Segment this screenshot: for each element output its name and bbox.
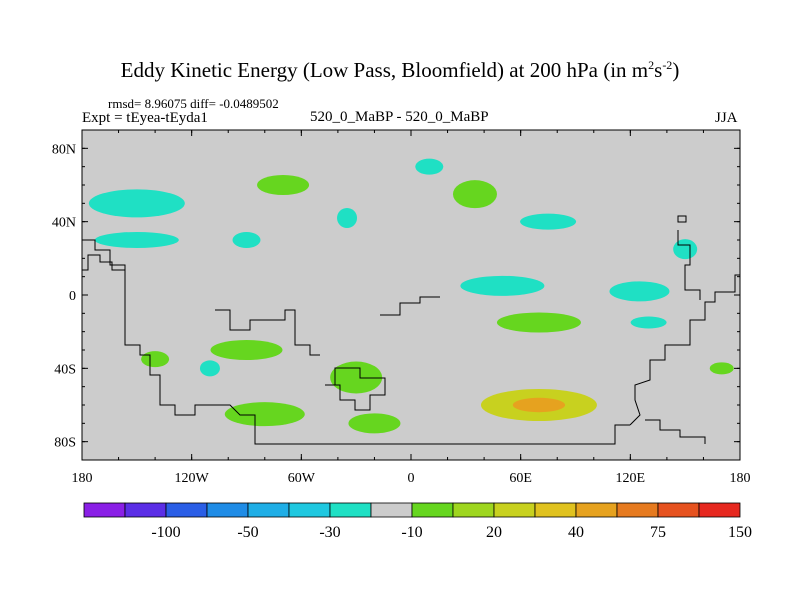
title-text: Eddy Kinetic Energy (Low Pass, Bloomfiel… bbox=[120, 58, 649, 82]
x-tick-label: 60E bbox=[509, 471, 532, 486]
coastline-africa bbox=[215, 309, 320, 356]
colorbar-swatch bbox=[206, 502, 249, 518]
colorbar-labels: -100 -50 -30 -10 20 40 75 150 bbox=[151, 524, 752, 541]
anomaly-region bbox=[415, 158, 444, 175]
colorbar-swatch bbox=[288, 502, 331, 518]
x-tick-label: 120E bbox=[616, 471, 646, 486]
chart-title: Eddy Kinetic Energy (Low Pass, Bloomfiel… bbox=[0, 58, 800, 83]
anomaly-region bbox=[630, 316, 667, 329]
anomaly-region bbox=[348, 413, 401, 434]
x-tick-label: 180 bbox=[72, 471, 93, 486]
coastline-antarctica bbox=[210, 404, 630, 445]
anomaly-region bbox=[496, 312, 581, 333]
colorbar-swatch bbox=[124, 502, 167, 518]
anomaly-region bbox=[673, 239, 698, 260]
coastline-madagascar bbox=[325, 367, 386, 411]
anomaly-region bbox=[460, 275, 545, 296]
colorbar-swatch bbox=[698, 502, 741, 518]
x-tick-label: 0 bbox=[408, 471, 415, 486]
anomaly-region bbox=[199, 360, 220, 377]
colorbar-label: 20 bbox=[486, 524, 502, 541]
colorbar-label: 75 bbox=[650, 524, 666, 541]
anomaly-region bbox=[609, 281, 670, 302]
anomaly-region bbox=[210, 340, 283, 360]
anomaly-region bbox=[520, 213, 577, 230]
colorbar-swatch bbox=[247, 502, 290, 518]
title-exponent-1: 2 bbox=[648, 58, 655, 72]
colorbar-swatch bbox=[329, 502, 372, 518]
y-tick-label: 40S bbox=[54, 362, 76, 377]
coastline-australia bbox=[629, 274, 740, 426]
colorbar-swatch bbox=[616, 502, 659, 518]
colorbar-swatch bbox=[165, 502, 208, 518]
anomaly-region bbox=[330, 361, 383, 394]
y-tick-labels: 80N 40N 0 40S 80S bbox=[52, 142, 76, 450]
coastline-south-america bbox=[82, 239, 210, 416]
x-tick-labels: 180 120W 60W 0 60E 120E 180 bbox=[72, 471, 751, 486]
coastlines bbox=[82, 215, 740, 445]
stats-text: rmsd= 8.96075 diff= -0.0489502 bbox=[108, 96, 279, 111]
coastline-north-america bbox=[82, 254, 125, 271]
x-tick-label: 60W bbox=[288, 471, 316, 486]
colorbar-label: -50 bbox=[237, 524, 258, 541]
anomaly-region bbox=[232, 232, 261, 248]
colorbar-swatch bbox=[452, 502, 495, 518]
map-layer: 180 120W 60W 0 60E 120E 180 80N 40N 0 40S 80S bbox=[52, 129, 751, 486]
colorbar-swatch bbox=[370, 502, 413, 518]
colorbar-swatch bbox=[83, 502, 126, 518]
colorbar-label: 40 bbox=[568, 524, 584, 541]
coastline-arabia bbox=[380, 296, 440, 316]
colorbar-swatch bbox=[657, 502, 700, 518]
title-close: ) bbox=[672, 58, 680, 82]
x-tick-label: 120W bbox=[175, 471, 210, 486]
anomaly-region bbox=[88, 189, 185, 218]
axis-ticks bbox=[81, 130, 741, 460]
anomaly-region bbox=[337, 208, 358, 228]
title-exponent-2: -2 bbox=[662, 58, 673, 72]
anomaly-region bbox=[452, 180, 497, 209]
colorbar-swatch bbox=[493, 502, 536, 518]
coastline-east-asia bbox=[677, 230, 701, 300]
runs-label: 520_0_MaBP - 520_0_MaBP bbox=[310, 109, 489, 125]
coastline-pacific-islands bbox=[645, 419, 706, 444]
anomaly-region bbox=[224, 402, 305, 427]
colorbar-label: -30 bbox=[319, 524, 340, 541]
y-tick-label: 40N bbox=[52, 216, 76, 231]
coastline-small-island bbox=[677, 215, 687, 223]
anomaly-region bbox=[94, 232, 179, 248]
title-unit-s: s bbox=[654, 58, 663, 82]
anomaly-region bbox=[141, 351, 170, 368]
colorbar-label: 150 bbox=[728, 524, 752, 541]
colorbar-label: -10 bbox=[401, 524, 422, 541]
anomaly-core bbox=[512, 397, 566, 413]
colorbar-swatch bbox=[411, 502, 454, 518]
season-label: JJA bbox=[715, 110, 738, 126]
y-tick-label: 80N bbox=[52, 142, 76, 157]
x-tick-label: 180 bbox=[730, 471, 751, 486]
y-tick-label: 80S bbox=[54, 436, 76, 451]
colorbar-boxes bbox=[83, 502, 741, 518]
colorbar-swatch bbox=[534, 502, 577, 518]
y-tick-label: 0 bbox=[69, 289, 76, 304]
colorbar-swatch bbox=[575, 502, 618, 518]
experiment-label: Expt = tEyea-tEyda1 bbox=[82, 110, 208, 126]
colorbar-label: -100 bbox=[151, 524, 180, 541]
anomaly-region bbox=[709, 362, 734, 375]
anomaly-region bbox=[257, 175, 310, 195]
colorbar: -100 -50 -30 -10 20 40 75 150 bbox=[83, 502, 752, 541]
